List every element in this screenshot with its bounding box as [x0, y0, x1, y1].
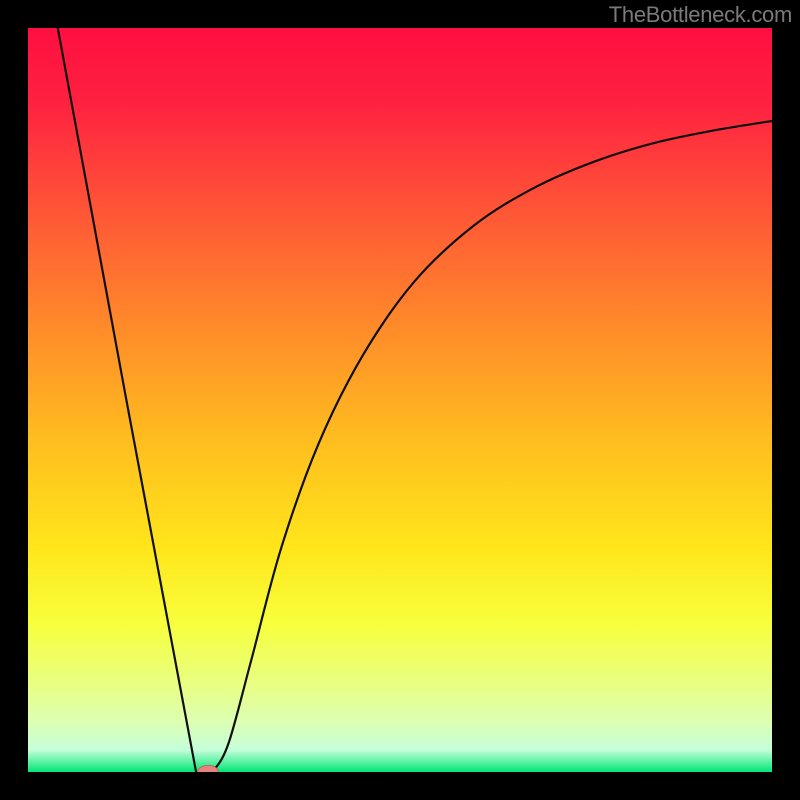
- chart-plot-area: [28, 28, 772, 772]
- chart-marker-layer: [28, 28, 772, 772]
- optimum-marker: [198, 765, 219, 772]
- watermark-text: TheBottleneck.com: [609, 2, 792, 28]
